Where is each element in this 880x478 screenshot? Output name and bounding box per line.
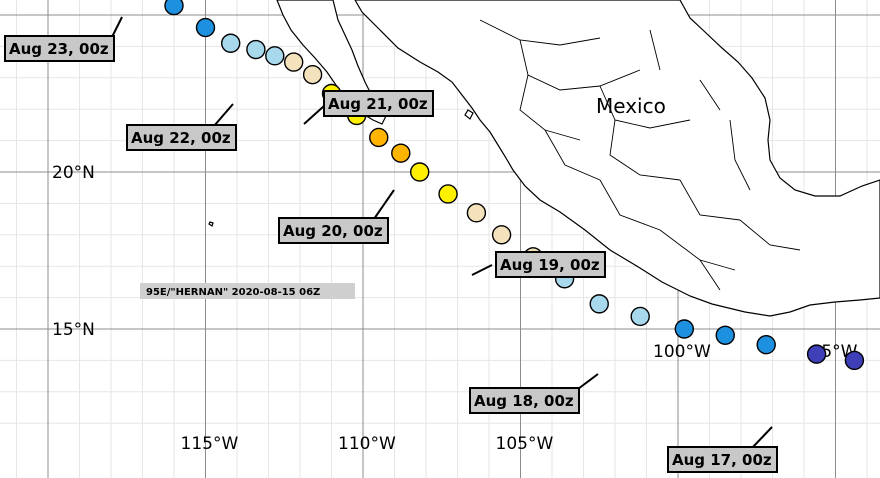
date-label-text: Aug 20, 00z [283, 222, 383, 240]
date-label-leader [303, 105, 325, 125]
date-label: Aug 21, 00z [303, 90, 434, 125]
track-point [589, 294, 609, 314]
date-label-leader [373, 189, 395, 220]
date-label-text: Aug 23, 00z [9, 40, 109, 58]
lon-label: 110°W [338, 434, 396, 454]
lon-label: 115°W [181, 434, 239, 454]
date-label: Aug 18, 00z [469, 373, 599, 414]
date-label-box [667, 446, 778, 473]
date-label-leader [751, 426, 773, 449]
track-point [369, 127, 389, 148]
lat-label: 15°N [52, 320, 95, 340]
date-label-leader [577, 373, 599, 390]
country-label-mexico: Mexico [596, 94, 666, 118]
track-point [302, 64, 323, 85]
track-point [410, 162, 430, 182]
storm-caption: 95E/"HERNAN" 2020-08-15 06Z [146, 287, 320, 298]
date-label-box [126, 124, 237, 151]
date-label-text: Aug 17, 00z [672, 451, 772, 469]
track-point [674, 319, 694, 339]
date-label: Aug 23, 00z [4, 16, 123, 62]
track-point [220, 33, 241, 53]
lon-label: 105°W [496, 434, 554, 454]
date-label: Aug 17, 00z [667, 426, 778, 473]
date-label-box [278, 217, 389, 244]
date-label: Aug 20, 00z [278, 189, 395, 244]
track-point [630, 306, 650, 327]
date-labels: Aug 17, 00z Aug 18, 00z Aug 19, 00z Aug 20,… [4, 16, 778, 473]
track-point [265, 46, 285, 66]
mainland-mexico [354, 0, 880, 317]
island [208, 221, 214, 227]
date-label-text: Aug 21, 00z [328, 95, 428, 113]
date-label-text: Aug 22, 00z [131, 129, 231, 147]
date-label: Aug 19, 00z [471, 251, 606, 278]
track-point [438, 184, 458, 204]
track-point [391, 143, 411, 163]
storm-track [164, 0, 865, 371]
track-point [246, 39, 266, 60]
date-label-box [323, 90, 434, 117]
date-label-text: Aug 18, 00z [474, 392, 574, 410]
lon-label: 100°W [653, 342, 711, 362]
track-point [195, 17, 216, 38]
state-borders [479, 19, 801, 291]
date-label-box [4, 35, 115, 62]
caption-background [140, 283, 355, 299]
lat-label: 20°N [52, 163, 95, 183]
track-point [844, 350, 865, 371]
track-point [466, 203, 487, 223]
track-point [715, 325, 735, 345]
track-point [756, 335, 776, 355]
date-label-box [469, 387, 580, 414]
date-label-leader [471, 264, 493, 276]
date-label-leader [111, 16, 123, 38]
track-point [284, 52, 304, 72]
date-label-text: Aug 19, 00z [500, 256, 600, 274]
track-point [806, 344, 827, 364]
track-point [491, 225, 512, 245]
island [464, 109, 474, 120]
date-label-leader [213, 103, 234, 127]
date-label: Aug 22, 00z [126, 103, 237, 151]
date-label-box [495, 251, 606, 278]
track-point [164, 0, 184, 16]
